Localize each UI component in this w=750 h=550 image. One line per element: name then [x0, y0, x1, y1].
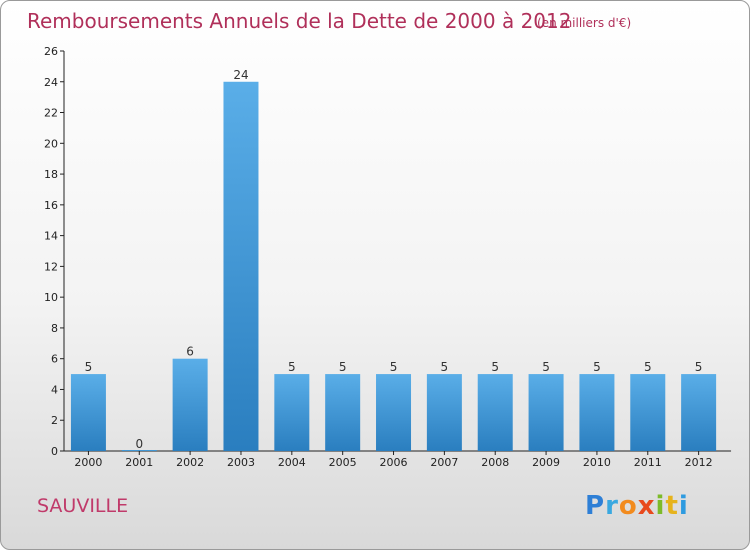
- bar-2006: [376, 374, 412, 451]
- x-tick-label-2001: 2001: [125, 456, 153, 469]
- logo-letter: i: [678, 491, 689, 521]
- data-label-2009: 5: [542, 360, 550, 374]
- x-tick-label-2010: 2010: [583, 456, 611, 469]
- y-tick-label: 6: [51, 353, 58, 366]
- x-tick-label-2008: 2008: [481, 456, 509, 469]
- y-tick-label: 2: [51, 414, 58, 427]
- x-tick-label-2004: 2004: [278, 456, 306, 469]
- data-label-2007: 5: [441, 360, 449, 374]
- data-label-2004: 5: [288, 360, 296, 374]
- logo-letter: P: [585, 491, 606, 521]
- bar-2009: [528, 374, 564, 451]
- logo-letter: t: [665, 491, 679, 521]
- y-tick-label: 8: [51, 322, 58, 335]
- bar-2004: [274, 374, 310, 451]
- commune-name: SAUVILLE: [37, 495, 129, 517]
- logo-letter: i: [655, 491, 666, 521]
- bar-2001: [121, 450, 157, 451]
- chart-subtitle: (en milliers d'€): [537, 16, 631, 30]
- x-tick-label-2009: 2009: [532, 456, 560, 469]
- y-tick-label: 26: [44, 45, 58, 58]
- y-tick-label: 10: [44, 291, 58, 304]
- y-tick-label: 4: [51, 383, 58, 396]
- bar-2005: [325, 374, 361, 451]
- data-label-2010: 5: [593, 360, 601, 374]
- x-tick-label-2005: 2005: [329, 456, 357, 469]
- data-label-2012: 5: [695, 360, 703, 374]
- bar-2010: [579, 374, 615, 451]
- logo-letter: x: [637, 491, 656, 521]
- bar-2008: [477, 374, 513, 451]
- proxiti-logo: Proxiti: [585, 491, 689, 521]
- bar-2012: [681, 374, 717, 451]
- y-tick-label: 24: [44, 76, 58, 89]
- bar-2002: [172, 358, 208, 451]
- data-label-2003: 24: [233, 68, 248, 82]
- x-tick-label-2012: 2012: [685, 456, 713, 469]
- x-tick-label-2007: 2007: [430, 456, 458, 469]
- x-tick-label-2011: 2011: [634, 456, 662, 469]
- bar-2007: [426, 374, 462, 451]
- logo-letter: r: [605, 491, 619, 521]
- x-tick-label-2006: 2006: [380, 456, 408, 469]
- x-tick-label-2000: 2000: [74, 456, 102, 469]
- data-label-2008: 5: [491, 360, 499, 374]
- x-tick-label-2002: 2002: [176, 456, 204, 469]
- y-tick-label: 16: [44, 199, 58, 212]
- y-tick-label: 20: [44, 137, 58, 150]
- x-tick-label-2003: 2003: [227, 456, 255, 469]
- data-label-2000: 5: [85, 360, 93, 374]
- bar-2003: [223, 81, 259, 452]
- data-label-2006: 5: [390, 360, 398, 374]
- logo-letter: o: [618, 491, 638, 521]
- data-label-2011: 5: [644, 360, 652, 374]
- data-label-2005: 5: [339, 360, 347, 374]
- y-tick-label: 12: [44, 260, 58, 273]
- bar-2011: [630, 374, 666, 451]
- chart-title: Remboursements Annuels de la Dette de 20…: [27, 9, 571, 33]
- y-tick-label: 0: [51, 445, 58, 458]
- bar-2000: [70, 374, 106, 451]
- data-label-2001: 0: [135, 437, 143, 451]
- y-tick-label: 18: [44, 168, 58, 181]
- bars: 5 0 6 24 5 5 5 5 5 5 5 5 5: [70, 68, 717, 452]
- y-tick-label: 22: [44, 107, 58, 120]
- data-label-2002: 6: [186, 345, 194, 359]
- y-tick-label: 14: [44, 230, 58, 243]
